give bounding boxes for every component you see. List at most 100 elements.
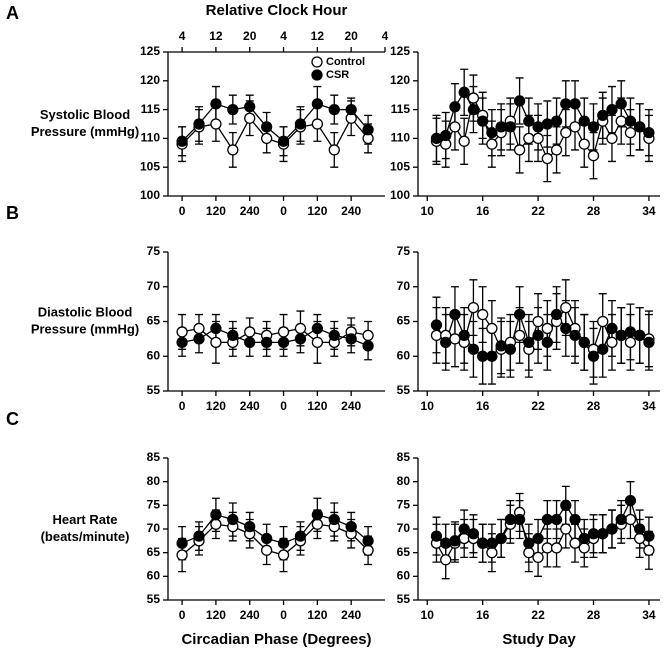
marker [311,336,324,349]
y-tick-label: 70 [147,521,161,535]
marker [260,121,273,133]
x-tick-label: 22 [531,399,545,413]
x2-tick-label: 12 [311,29,325,43]
marker [523,132,535,145]
marker [449,121,461,133]
marker [597,343,609,355]
x-tick-label: 240 [341,204,361,218]
marker [477,537,489,549]
marker [440,129,452,142]
x2-axis-title: Relative Clock Hour [206,2,348,19]
y-tick-label: 60 [147,569,161,583]
marker [532,315,544,328]
marker [430,530,443,542]
marker [328,103,340,116]
marker [260,336,273,349]
marker [440,554,452,566]
marker [430,132,443,145]
x2-tick-label: 4 [179,29,186,43]
marker [176,326,188,338]
marker [495,532,507,545]
marker [615,98,627,110]
marker [541,336,553,349]
x-tick-label: 22 [531,204,545,218]
marker [294,118,307,130]
marker [260,544,273,556]
marker [532,551,544,564]
panel-label: A [6,3,19,23]
marker [430,319,443,331]
x-tick-label: 0 [280,204,287,218]
marker [210,336,222,349]
marker [624,126,637,139]
marker [210,322,222,335]
marker [210,509,222,521]
x-tick-label: 240 [240,399,260,413]
marker [560,499,572,511]
marker [449,308,461,321]
marker [294,333,307,345]
marker [560,126,572,139]
y-tick-label: 60 [147,348,161,362]
marker [523,115,535,127]
x-tick-label: 240 [341,608,361,622]
y-tick-label: 80 [397,474,411,488]
marker [193,118,205,130]
x-tick-label: 10 [421,399,435,413]
marker [624,115,637,127]
y-tick-label: 75 [397,498,411,512]
marker [578,115,590,127]
marker [449,333,461,345]
marker [477,350,489,362]
y-tick-label: 70 [147,279,161,293]
marker [311,322,324,335]
marker [624,326,637,338]
x-tick-label: 34 [642,608,656,622]
marker [486,547,498,559]
y-tick-label: 60 [397,569,411,583]
y-tick-label: 65 [397,314,411,328]
marker [449,101,461,113]
x-tick-label: 0 [179,399,186,413]
marker [176,549,188,561]
marker [513,513,526,526]
marker [495,340,507,352]
x-tick-label: 120 [206,204,226,218]
marker [227,329,239,342]
y-tick-label: 55 [147,383,161,397]
marker [294,530,307,542]
marker [643,544,655,556]
marker [587,350,600,362]
marker [504,121,517,133]
y-tick-label: 75 [147,244,161,258]
y-tick-label: 100 [390,188,410,202]
marker [634,523,646,535]
marker [513,95,526,107]
y-tick-label: 120 [390,73,410,87]
x-tick-label: 0 [179,204,186,218]
marker [467,343,480,355]
marker [624,494,637,507]
marker [578,532,590,545]
x-tick-label: 120 [307,204,327,218]
y-tick-label: 105 [390,159,410,173]
marker [486,322,498,335]
marker [277,549,290,561]
x2-tick-label: 12 [209,29,223,43]
marker [362,329,374,342]
marker [260,532,273,545]
x-axis-title: Study Day [502,631,576,648]
marker [587,121,600,133]
x-tick-label: 0 [280,608,287,622]
marker [569,537,581,549]
x-tick-label: 10 [421,608,435,622]
x-tick-label: 120 [206,608,226,622]
y-axis-title: (beats/minute) [41,529,130,544]
x-tick-label: 16 [476,608,490,622]
marker [467,103,480,116]
y-tick-label: 85 [147,450,161,464]
x-tick-label: 28 [587,399,601,413]
y-axis-title: Systolic Blood [40,107,130,122]
marker [328,329,340,342]
marker [193,322,205,335]
